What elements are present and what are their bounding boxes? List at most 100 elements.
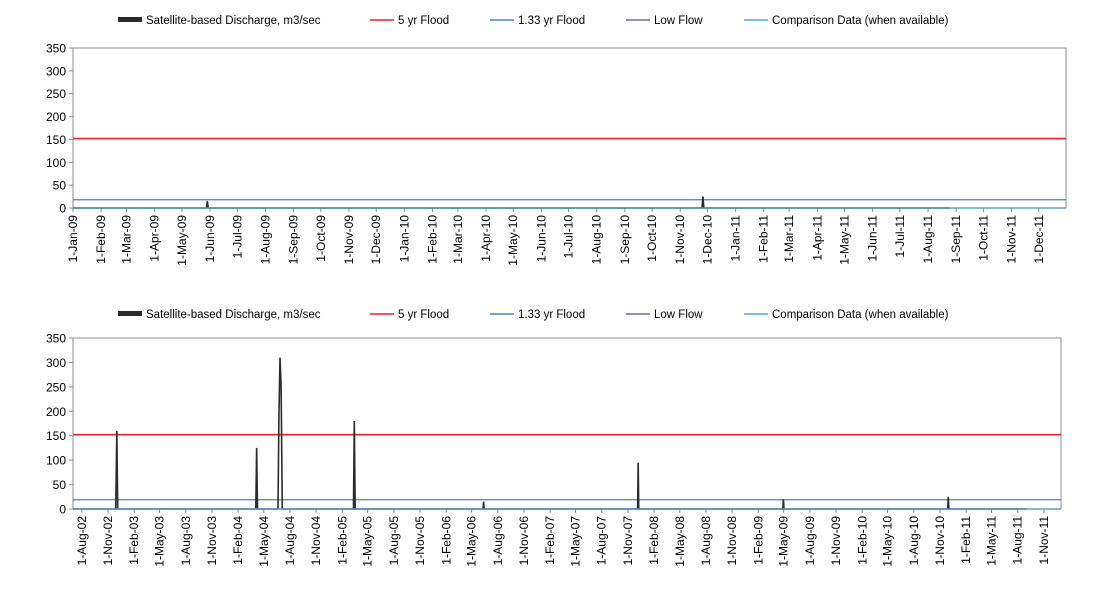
x-tick-label: 1-Apr-09 [148,215,162,262]
y-tick-label: 200 [46,110,66,124]
x-tick-label: 1-Feb-10 [855,516,869,565]
legend-label: Low Flow [654,309,703,321]
x-tick-label: 1-Feb-05 [335,516,349,565]
x-tick-label: 1-Aug-11 [921,215,935,264]
x-tick-label: 1-Mar-09 [120,215,134,264]
y-tick-label: 0 [59,202,66,216]
y-tick-label: 250 [46,380,66,394]
discharge-series [73,196,950,209]
x-tick-label: 1-Nov-06 [517,516,531,566]
x-tick-label: 1-Aug-06 [491,516,505,566]
x-tick-label: 1-Nov-07 [621,516,635,566]
y-tick-label: 100 [46,156,66,170]
y-tick-label: 300 [46,356,66,370]
x-tick-label: 1-Jul-09 [230,215,244,259]
x-tick-label: 1-Nov-09 [829,516,843,566]
y-tick-label: 350 [46,42,66,56]
x-tick-label: 1-May-09 [175,215,189,266]
y-tick-label: 50 [53,179,67,193]
x-tick-label: 1-Apr-11 [810,215,824,261]
x-tick-label: 1-Mar-10 [451,215,465,264]
legend-swatch [118,311,142,316]
x-tick-label: 1-Nov-11 [1037,516,1051,565]
plot-area [72,337,1062,510]
x-tick-label: 1-Jun-10 [534,215,548,263]
y-tick-label: 200 [46,405,66,419]
x-tick-label: 1-Feb-09 [751,516,765,565]
x-tick-label: 1-Aug-04 [283,516,297,566]
x-tick-label: 1-Dec-10 [700,215,714,265]
x-tick-label: 1-Aug-05 [387,516,401,566]
x-tick-label: 1-Oct-11 [976,215,990,261]
legend-label: Comparison Data (when available) [772,15,949,27]
y-tick-label: 150 [46,133,66,147]
x-tick-label: 1-Dec-09 [369,215,383,265]
x-tick-label: 1-Sep-11 [949,215,963,264]
x-tick-label: 1-Nov-02 [101,516,115,566]
x-tick-label: 1-May-11 [838,215,852,265]
x-tick-label: 1-Feb-09 [94,215,108,264]
y-tick-label: 300 [46,64,66,78]
x-tick-label: 1-Sep-09 [287,215,301,265]
legend-label: 1.33 yr Flood [518,15,585,27]
legend-label: 5 yr Flood [398,15,449,27]
x-tick-label: 1-May-08 [673,516,687,567]
x-tick-label: 1-Jul-11 [893,215,907,258]
x-tick-label: 1-Aug-11 [1011,516,1025,565]
x-tick-label: 1-Jan-09 [66,215,80,263]
x-tick-label: 1-Oct-09 [314,215,328,262]
x-tick-label: 1-Feb-11 [959,516,973,564]
x-tick-label: 1-Nov-10 [673,215,687,265]
x-tick-label: 1-Feb-08 [647,516,661,565]
legend-label: 1.33 yr Flood [518,309,585,321]
x-tick-label: 1-Jan-10 [397,215,411,263]
x-tick-label: 1-May-10 [881,516,895,567]
x-tick-label: 1-Aug-08 [699,516,713,566]
x-tick-label: 1-Nov-09 [342,215,356,265]
x-tick-label: 1-May-07 [569,516,583,567]
x-tick-label: 1-Oct-10 [645,215,659,262]
x-tick-label: 1-Apr-10 [479,215,493,262]
x-tick-label: 1-Nov-03 [205,516,219,566]
x-tick-label: 1-Jan-11 [729,215,743,262]
x-tick-label: 1-May-11 [985,516,999,566]
x-tick-label: 1-Feb-11 [757,215,771,263]
x-tick-label: 1-Feb-04 [231,516,245,565]
x-tick-label: 1-Nov-10 [933,516,947,566]
legend-label: Comparison Data (when available) [772,309,949,321]
x-tick-label: 1-Feb-06 [439,516,453,565]
x-tick-label: 1-Jun-11 [866,215,880,262]
x-tick-label: 1-Nov-05 [413,516,427,566]
x-tick-label: 1-Aug-03 [179,516,193,566]
legend-label: Satellite-based Discharge, m3/sec [146,309,321,321]
plot-area [72,47,1067,209]
x-tick-label: 1-Jul-10 [562,215,576,259]
x-tick-label: 1-Nov-08 [725,516,739,566]
y-tick-label: 100 [46,454,66,468]
x-tick-label: 1-May-05 [361,516,375,567]
x-tick-label: 1-Mar-11 [782,215,796,263]
x-tick-label: 1-Nov-11 [1005,215,1019,264]
x-tick-label: 1-Aug-09 [803,516,817,566]
x-tick-label: 1-Jun-09 [203,215,217,263]
x-tick-label: 1-Sep-10 [618,215,632,265]
x-tick-label: 1-Aug-09 [258,215,272,265]
x-tick-label: 1-Feb-03 [127,516,141,565]
x-tick-label: 1-Nov-04 [309,516,323,566]
y-tick-label: 0 [59,503,66,517]
y-tick-label: 250 [46,87,66,101]
x-tick-label: 1-Dec-11 [1032,215,1046,264]
y-tick-label: 150 [46,429,66,443]
x-tick-label: 1-May-03 [153,516,167,567]
x-tick-label: 1-Aug-10 [907,516,921,566]
chart-panel-1: Satellite-based Discharge, m3/sec 5 yr Fl… [46,15,1067,266]
x-tick-label: 1-Feb-07 [543,516,557,565]
x-tick-label: 1-May-04 [257,516,271,567]
x-tick-label: 1-Aug-02 [75,516,89,566]
legend-label: 5 yr Flood [398,309,449,321]
legend-label: Satellite-based Discharge, m3/sec [146,15,321,27]
y-tick-label: 350 [46,332,66,346]
chart-panel-2: Satellite-based Discharge, m3/sec 5 yr Fl… [46,309,1062,567]
x-tick-label: 1-Aug-07 [595,516,609,566]
